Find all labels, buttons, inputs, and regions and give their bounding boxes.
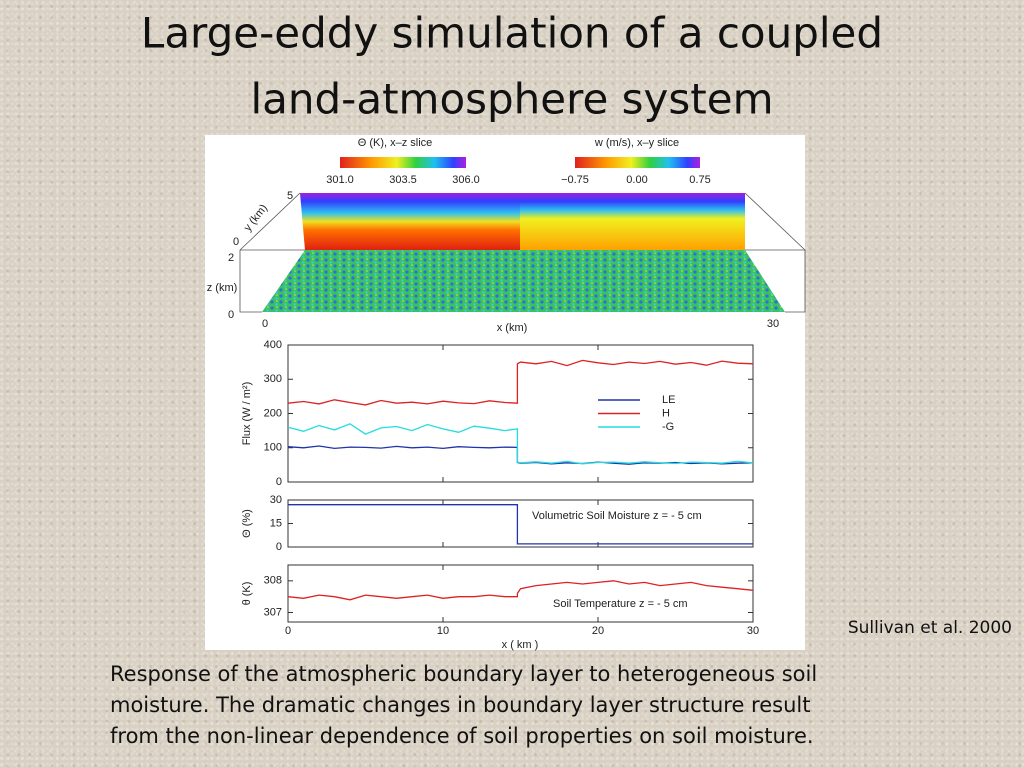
- colorbar-title: Θ (K), x–z slice: [358, 137, 433, 149]
- colorbar-title: w (m/s), x–y slice: [594, 137, 679, 149]
- annotation-bg: [550, 596, 691, 611]
- axis-tick: 5: [287, 190, 293, 202]
- x-tick-label: 20: [592, 625, 604, 637]
- colorbar-tick: −0.75: [561, 174, 589, 186]
- x-y-slice: [262, 250, 785, 312]
- data-line: [287, 423, 754, 465]
- data-line: [288, 504, 753, 545]
- title-line: land-atmosphere system: [250, 75, 773, 124]
- y-tick-label: 0: [276, 476, 282, 488]
- annotation: Soil Temperature z = - 5 cm: [553, 598, 688, 610]
- caption-line: Response of the atmospheric boundary lay…: [110, 662, 817, 686]
- axis-tick: 30: [767, 318, 779, 330]
- axis-tick: 0: [233, 236, 239, 248]
- axis-tick: 2: [228, 252, 234, 264]
- data-line: [287, 580, 754, 601]
- y-axis-label: θ (K): [241, 582, 253, 606]
- axis-tick: 0: [228, 309, 234, 321]
- legend-label: LE: [662, 394, 675, 406]
- colorbar-tick: 0.00: [626, 174, 647, 186]
- y-axis-label: Flux (W / m²): [241, 382, 253, 446]
- x-axis-label: x ( km ): [502, 639, 539, 651]
- y-tick-label: 0: [276, 541, 282, 553]
- y-tick-label: 307: [264, 606, 282, 618]
- x-tick-label: 30: [747, 625, 759, 637]
- y-tick-label: 400: [264, 339, 282, 351]
- annotation-bg: [529, 508, 705, 523]
- colorbar-tick: 306.0: [452, 174, 480, 186]
- data-line: [287, 359, 754, 406]
- colorbar: [575, 157, 700, 168]
- x-tick-label: 0: [285, 625, 291, 637]
- y-tick-label: 308: [264, 575, 282, 587]
- y-tick-label: 15: [270, 517, 282, 529]
- legend-label: -G: [662, 421, 674, 433]
- axis-label: x (km): [497, 322, 528, 334]
- source: Sullivan et al. 2000: [848, 618, 1012, 638]
- colorbar-tick: 301.0: [326, 174, 354, 186]
- plot-frame: [287, 564, 754, 623]
- annotation: Volumetric Soil Moisture z = - 5 cm: [532, 510, 702, 522]
- y-tick-label: 100: [264, 442, 282, 454]
- caption-line: moisture. The dramatic changes in bounda…: [110, 693, 810, 717]
- x-tick-label: 10: [437, 625, 449, 637]
- x-z-slice: [520, 193, 745, 250]
- title-line: Large-eddy simulation of a coupled: [141, 9, 883, 58]
- x-z-slice: [300, 193, 520, 250]
- caption-line: from the non-linear dependence of soil p…: [110, 724, 814, 748]
- y-axis-label: Θ (%): [241, 509, 253, 538]
- y-tick-label: 200: [264, 407, 282, 419]
- axis-label: z (km): [207, 282, 238, 294]
- colorbar-tick: 0.75: [689, 174, 710, 186]
- y-tick-label: 30: [270, 494, 282, 506]
- y-tick-label: 300: [264, 373, 282, 385]
- legend-label: H: [662, 407, 670, 419]
- colorbar-tick: 303.5: [389, 174, 417, 186]
- axis-tick: 0: [262, 318, 268, 330]
- colorbar: [340, 157, 466, 168]
- box-frame: [239, 192, 806, 313]
